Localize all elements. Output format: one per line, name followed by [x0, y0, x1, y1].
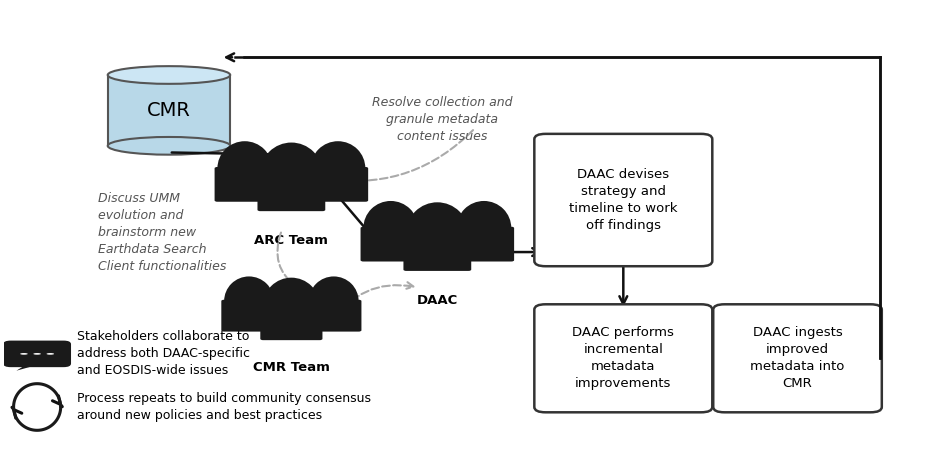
FancyBboxPatch shape	[215, 167, 275, 202]
FancyBboxPatch shape	[107, 75, 230, 146]
Ellipse shape	[33, 353, 41, 355]
Text: DAAC performs
incremental
metadata
improvements: DAAC performs incremental metadata impro…	[572, 327, 674, 390]
Ellipse shape	[407, 202, 468, 264]
Text: Resolve collection and
granule metadata
content issues: Resolve collection and granule metadata …	[371, 96, 512, 143]
Text: ARC Team: ARC Team	[255, 235, 329, 247]
FancyBboxPatch shape	[534, 134, 712, 266]
FancyBboxPatch shape	[454, 227, 514, 262]
Ellipse shape	[47, 353, 54, 355]
Text: Stakeholders collaborate to
address both DAAC-specific
and EOSDIS-wide issues: Stakeholders collaborate to address both…	[77, 331, 250, 377]
FancyBboxPatch shape	[257, 172, 325, 211]
Ellipse shape	[224, 276, 274, 326]
Polygon shape	[16, 364, 42, 371]
Ellipse shape	[218, 141, 272, 195]
Ellipse shape	[107, 137, 230, 155]
Ellipse shape	[260, 143, 322, 204]
Ellipse shape	[457, 201, 511, 255]
FancyBboxPatch shape	[713, 304, 882, 412]
FancyBboxPatch shape	[3, 341, 71, 367]
FancyBboxPatch shape	[221, 300, 276, 331]
Ellipse shape	[309, 276, 358, 326]
Ellipse shape	[263, 278, 319, 334]
Ellipse shape	[363, 201, 418, 255]
Ellipse shape	[107, 66, 230, 84]
Text: CMR: CMR	[147, 101, 191, 120]
FancyBboxPatch shape	[308, 167, 369, 202]
Text: DAAC devises
strategy and
timeline to work
off findings: DAAC devises strategy and timeline to wo…	[569, 168, 677, 232]
Ellipse shape	[20, 353, 28, 355]
Text: Process repeats to build community consensus
around new policies and best practi: Process repeats to build community conse…	[77, 392, 370, 422]
FancyBboxPatch shape	[306, 300, 361, 331]
Text: CMR Team: CMR Team	[253, 360, 330, 373]
Ellipse shape	[311, 141, 366, 195]
FancyBboxPatch shape	[534, 304, 712, 412]
Text: DAAC ingests
improved
metadata into
CMR: DAAC ingests improved metadata into CMR	[750, 327, 845, 390]
FancyBboxPatch shape	[404, 232, 471, 271]
FancyBboxPatch shape	[260, 304, 322, 340]
Text: DAAC: DAAC	[417, 294, 458, 307]
Text: Discuss UMM
evolution and
brainstorm new
Earthdata Search
Client functionalities: Discuss UMM evolution and brainstorm new…	[99, 192, 227, 273]
FancyBboxPatch shape	[361, 227, 421, 262]
